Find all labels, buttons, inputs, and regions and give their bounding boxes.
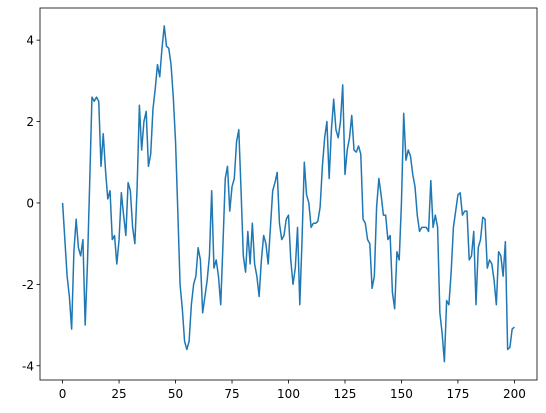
x-tick-label: 150 [390, 387, 413, 401]
x-tick-label: 125 [334, 387, 357, 401]
x-tick-label: 75 [224, 387, 239, 401]
y-tick-label: 0 [26, 196, 34, 210]
x-tick-label: 175 [446, 387, 469, 401]
x-tick-label: 0 [59, 387, 67, 401]
x-tick-label: 50 [168, 387, 183, 401]
x-tick-label: 25 [111, 387, 126, 401]
x-tick-label: 100 [277, 387, 300, 401]
y-tick-label: 4 [26, 34, 34, 48]
y-tick-label: -4 [22, 359, 34, 373]
y-tick-label: 2 [26, 115, 34, 129]
line [61, 25, 515, 363]
y-tick-label: -2 [22, 278, 34, 292]
axes-frame [39, 7, 538, 381]
x-tick-label: 200 [503, 387, 526, 401]
